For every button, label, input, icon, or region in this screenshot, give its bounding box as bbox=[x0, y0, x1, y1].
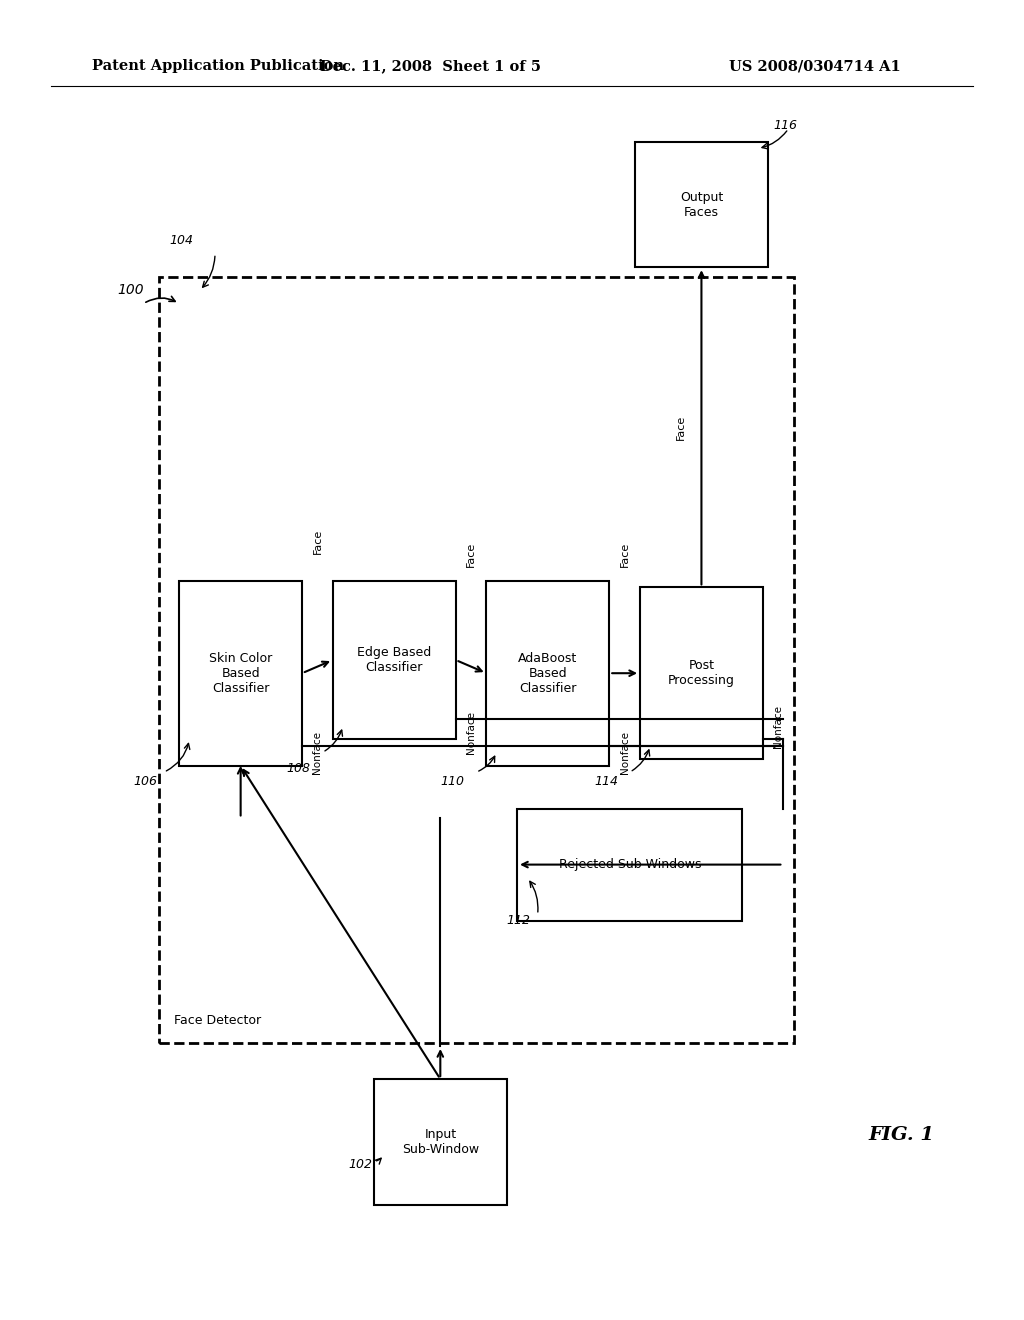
Text: AdaBoost
Based
Classifier: AdaBoost Based Classifier bbox=[518, 652, 578, 694]
Text: Edge Based
Classifier: Edge Based Classifier bbox=[357, 645, 431, 675]
FancyBboxPatch shape bbox=[640, 587, 763, 759]
Text: 116: 116 bbox=[773, 119, 797, 132]
Text: 100: 100 bbox=[118, 284, 144, 297]
Text: 110: 110 bbox=[440, 775, 464, 788]
Text: US 2008/0304714 A1: US 2008/0304714 A1 bbox=[729, 59, 901, 74]
Text: Output
Faces: Output Faces bbox=[680, 190, 723, 219]
Text: Input
Sub-Window: Input Sub-Window bbox=[401, 1127, 479, 1156]
Text: Skin Color
Based
Classifier: Skin Color Based Classifier bbox=[209, 652, 272, 694]
FancyBboxPatch shape bbox=[635, 143, 768, 267]
Text: 114: 114 bbox=[594, 775, 617, 788]
Text: Face: Face bbox=[676, 414, 686, 440]
Text: Nonface: Nonface bbox=[312, 731, 323, 774]
Text: Face: Face bbox=[466, 541, 476, 568]
Text: Nonface: Nonface bbox=[773, 705, 783, 747]
Text: Face Detector: Face Detector bbox=[174, 1014, 261, 1027]
Text: 102: 102 bbox=[348, 1158, 372, 1171]
Text: 104: 104 bbox=[169, 234, 193, 247]
FancyBboxPatch shape bbox=[179, 581, 302, 766]
Text: Patent Application Publication: Patent Application Publication bbox=[92, 59, 344, 74]
FancyBboxPatch shape bbox=[517, 808, 742, 921]
Text: FIG. 1: FIG. 1 bbox=[868, 1126, 934, 1144]
Text: Rejected Sub-Windows: Rejected Sub-Windows bbox=[558, 858, 701, 871]
FancyBboxPatch shape bbox=[486, 581, 609, 766]
FancyBboxPatch shape bbox=[333, 581, 456, 739]
Text: Nonface: Nonface bbox=[620, 731, 630, 774]
Text: 112: 112 bbox=[507, 913, 530, 927]
Text: Post
Processing: Post Processing bbox=[668, 659, 735, 688]
Text: 108: 108 bbox=[287, 762, 310, 775]
Text: 106: 106 bbox=[133, 775, 157, 788]
FancyBboxPatch shape bbox=[374, 1080, 507, 1204]
Text: Nonface: Nonface bbox=[466, 711, 476, 754]
Text: Dec. 11, 2008  Sheet 1 of 5: Dec. 11, 2008 Sheet 1 of 5 bbox=[319, 59, 541, 74]
Text: Face: Face bbox=[312, 528, 323, 554]
Text: Face: Face bbox=[620, 541, 630, 568]
